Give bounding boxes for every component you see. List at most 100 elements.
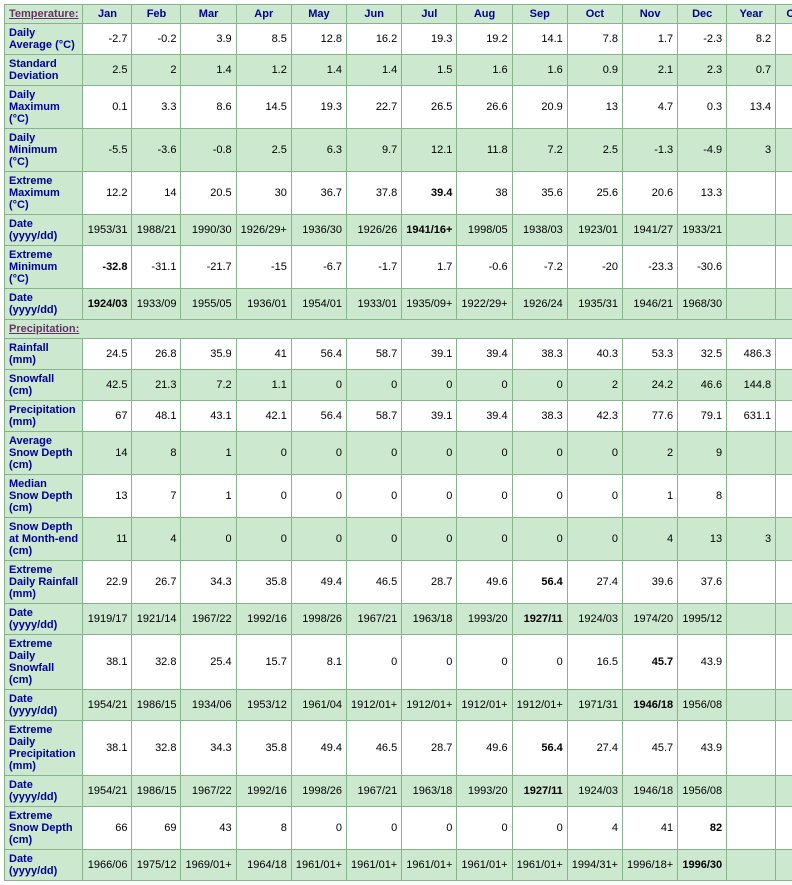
data-cell: -0.8 <box>181 129 236 172</box>
data-cell: 1967/22 <box>181 776 236 807</box>
data-cell: 0 <box>236 518 291 561</box>
data-cell: 37.8 <box>347 172 402 215</box>
data-cell: 38.3 <box>512 401 567 432</box>
header-month-5: Jun <box>347 5 402 24</box>
data-cell: A <box>776 401 792 432</box>
row-label: Median Snow Depth (cm) <box>5 475 83 518</box>
table-row: Extreme Minimum (°C)-32.8-31.1-21.7-15-6… <box>5 246 792 289</box>
data-cell: 1 <box>181 432 236 475</box>
data-cell: 486.3 <box>727 339 776 370</box>
data-cell: -1.7 <box>347 246 402 289</box>
data-cell: 35.6 <box>512 172 567 215</box>
data-cell: 1946/18 <box>622 690 677 721</box>
data-cell: 1912/01+ <box>347 690 402 721</box>
data-cell: 8.6 <box>181 86 236 129</box>
data-cell: 38.1 <box>83 635 132 690</box>
data-cell: A <box>776 475 792 518</box>
data-cell: -30.6 <box>678 246 727 289</box>
data-cell: 40.3 <box>567 339 622 370</box>
data-cell: 2.5 <box>83 55 132 86</box>
data-cell: 3 <box>727 518 776 561</box>
header-month-8: Sep <box>512 5 567 24</box>
row-label: Date (yyyy/dd) <box>5 690 83 721</box>
data-cell: 7 <box>132 475 181 518</box>
data-cell: 25.4 <box>181 635 236 690</box>
data-cell: 0 <box>512 370 567 401</box>
data-cell: 1936/01 <box>236 289 291 320</box>
data-cell: 49.6 <box>457 721 512 776</box>
header-month-4: May <box>291 5 346 24</box>
data-cell: 36.7 <box>291 172 346 215</box>
data-cell: 20.5 <box>181 172 236 215</box>
data-cell: 26.7 <box>132 561 181 604</box>
data-cell: 77.6 <box>622 401 677 432</box>
data-cell: 43.9 <box>678 721 727 776</box>
data-cell: 35.8 <box>236 721 291 776</box>
data-cell: 58.7 <box>347 339 402 370</box>
table-row: Snowfall (cm)42.521.37.21.100000224.246.… <box>5 370 792 401</box>
data-cell: 0 <box>402 635 457 690</box>
data-cell: 6.3 <box>291 129 346 172</box>
row-label: Extreme Daily Rainfall (mm) <box>5 561 83 604</box>
data-cell: 35.9 <box>181 339 236 370</box>
data-cell: 49.4 <box>291 561 346 604</box>
data-cell: 4 <box>622 518 677 561</box>
data-cell: 39.4 <box>457 339 512 370</box>
data-cell: 39.4 <box>402 172 457 215</box>
data-cell: 1946/21 <box>622 289 677 320</box>
row-label: Extreme Daily Precipitation (mm) <box>5 721 83 776</box>
table-row: Standard Deviation2.521.41.21.41.41.51.6… <box>5 55 792 86</box>
data-cell: -4.9 <box>678 129 727 172</box>
data-cell: 11.8 <box>457 129 512 172</box>
data-cell: 0 <box>512 635 567 690</box>
row-label: Daily Average (°C) <box>5 24 83 55</box>
data-cell: 46.5 <box>347 721 402 776</box>
data-cell: 1924/03 <box>567 604 622 635</box>
data-cell: 13.4 <box>727 86 776 129</box>
data-cell <box>727 475 776 518</box>
data-cell: 0 <box>291 370 346 401</box>
table-row: Snow Depth at Month-end (cm)114000000004… <box>5 518 792 561</box>
data-cell: 2.1 <box>622 55 677 86</box>
data-cell: A <box>776 432 792 475</box>
table-row: Daily Minimum (°C)-5.5-3.6-0.82.56.39.71… <box>5 129 792 172</box>
data-cell: 42.3 <box>567 401 622 432</box>
data-cell: 0 <box>567 518 622 561</box>
data-cell: 66 <box>83 807 132 850</box>
data-cell: A <box>776 339 792 370</box>
data-cell <box>727 246 776 289</box>
data-cell: 0.7 <box>727 55 776 86</box>
data-cell: 0 <box>567 475 622 518</box>
data-cell: 0 <box>236 475 291 518</box>
data-cell: 1935/31 <box>567 289 622 320</box>
data-cell: 0 <box>347 370 402 401</box>
data-cell: 39.6 <box>622 561 677 604</box>
data-cell <box>776 561 792 604</box>
data-cell: 43.9 <box>678 635 727 690</box>
data-cell: -0.2 <box>132 24 181 55</box>
header-month-3: Apr <box>236 5 291 24</box>
data-cell: 1998/26 <box>291 776 346 807</box>
row-label: Extreme Maximum (°C) <box>5 172 83 215</box>
data-cell: 49.6 <box>457 561 512 604</box>
data-cell: -31.1 <box>132 246 181 289</box>
data-cell: 39.1 <box>402 401 457 432</box>
row-label: Daily Maximum (°C) <box>5 86 83 129</box>
data-cell: 0 <box>291 475 346 518</box>
data-cell: 1966/06 <box>83 850 132 881</box>
data-cell: 1971/31 <box>567 690 622 721</box>
data-cell: 26.8 <box>132 339 181 370</box>
data-cell: -20 <box>567 246 622 289</box>
table-row: Extreme Daily Precipitation (mm)38.132.8… <box>5 721 792 776</box>
data-cell: 1926/29+ <box>236 215 291 246</box>
data-cell: 3 <box>727 129 776 172</box>
data-cell: 0 <box>347 518 402 561</box>
row-label: Extreme Minimum (°C) <box>5 246 83 289</box>
data-cell: 0 <box>291 432 346 475</box>
data-cell: 1923/01 <box>567 215 622 246</box>
data-cell <box>727 289 776 320</box>
data-cell: A <box>776 518 792 561</box>
data-cell: 1934/06 <box>181 690 236 721</box>
data-cell: 8.2 <box>727 24 776 55</box>
data-cell <box>727 604 776 635</box>
